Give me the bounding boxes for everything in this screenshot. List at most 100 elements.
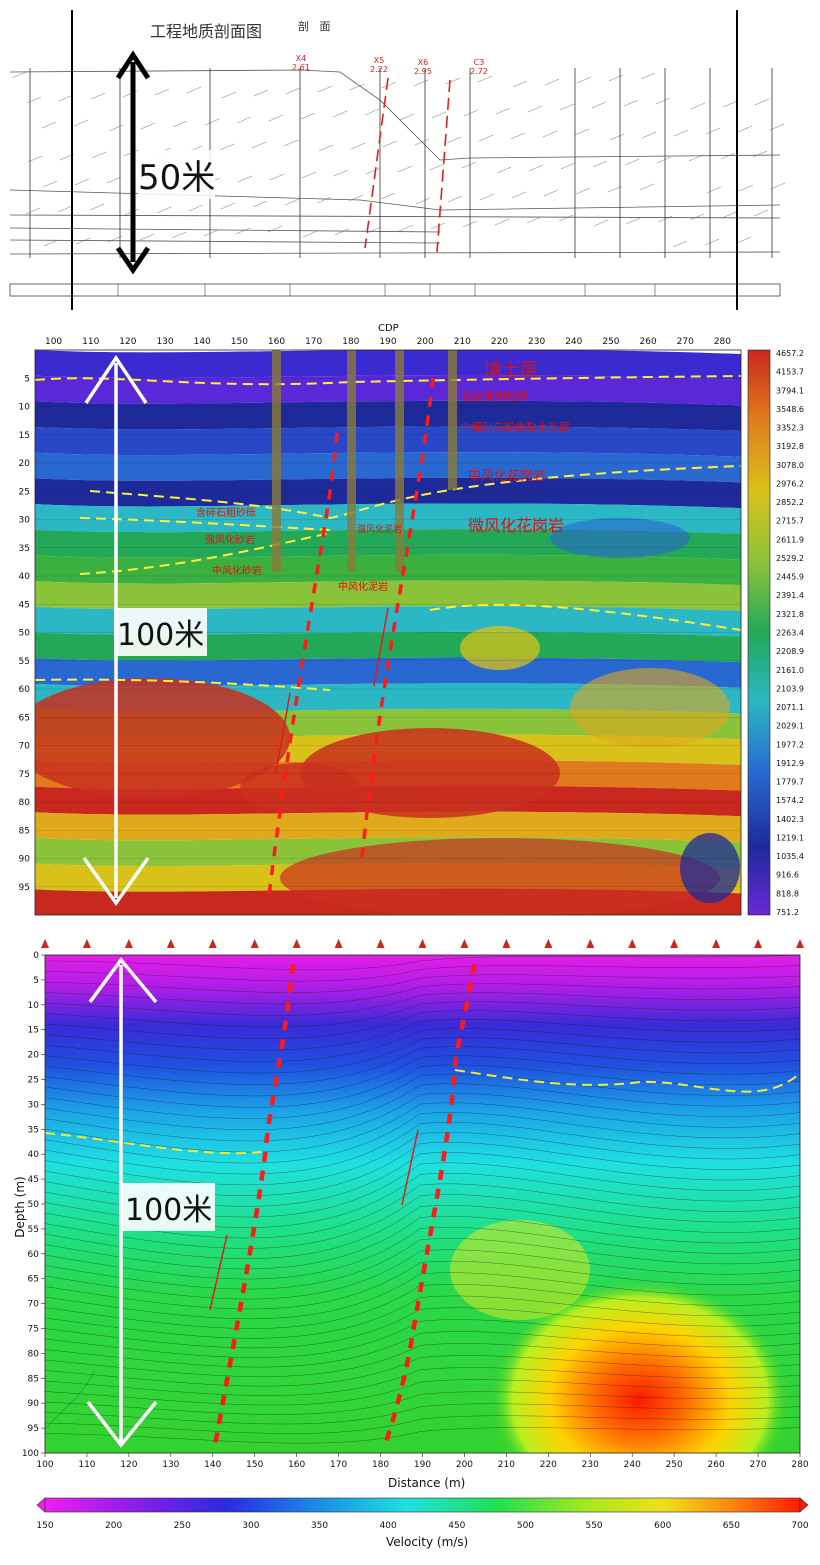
depth-y-tick: 75 (28, 1325, 39, 1335)
station-triangle (208, 939, 217, 948)
label-l8: 强风化泥岩 (357, 525, 403, 535)
cdp-x-tick: 130 (156, 337, 173, 347)
cdp-x-tick: 120 (119, 337, 136, 347)
fault-line-1 (212, 955, 297, 1446)
cdp-x-tick: 170 (305, 337, 322, 347)
cdp-colorbar-label: 2445.9 (776, 573, 804, 582)
station-triangle (796, 939, 804, 948)
cdp-colorbar-label: 3548.6 (776, 405, 804, 414)
depth-y-tick: 80 (28, 1349, 40, 1359)
velocity-colorbar-ticks: 150 200 250 300 350 400 450 500 550 600 650 700 (36, 1521, 808, 1531)
borehole-label-x5: X5 2.22 (370, 56, 388, 74)
depth-y-tick: 85 (28, 1374, 39, 1384)
scale-label-100m: 100米 (114, 608, 208, 656)
cdp-axis-title: CDP (378, 323, 399, 334)
cdp-y-tick: 45 (19, 600, 30, 610)
depth-y-tick: 45 (28, 1175, 39, 1185)
cdp-colorbar-label: 2611.9 (776, 535, 804, 544)
distance-x-tick: 210 (498, 1460, 515, 1470)
cdp-x-tick: 190 (379, 337, 396, 347)
velocity-colorbar-tick: 200 (105, 1521, 122, 1531)
label-l1: 含淤泥中粗砂 (462, 390, 528, 403)
velocity-colorbar-tick: 300 (242, 1521, 259, 1531)
label-l9: 中风化泥岩 (338, 582, 388, 593)
cdp-x-tick: 210 (454, 337, 471, 347)
cdp-colorbar-label: 2208.9 (776, 647, 804, 656)
label-l7: 中风化砂岩 (212, 566, 262, 577)
velocity-colorbar-tick: 400 (380, 1521, 397, 1531)
scale-label-100m: 100米 (122, 1183, 216, 1231)
fault-line-1 (266, 432, 339, 904)
cdp-colorbar-label: 1219.1 (776, 833, 804, 842)
cdp-colorbar-label: 916.6 (776, 871, 799, 880)
cdp-y-tick: 10 (19, 403, 31, 413)
cdp-x-tick: 160 (268, 337, 285, 347)
fault-line-2 (382, 955, 478, 1446)
cdp-colorbar-label: 4657.2 (776, 349, 804, 358)
distance-x-tick: 250 (666, 1460, 683, 1470)
cdp-x-tick: 230 (528, 337, 545, 347)
station-triangle (712, 939, 721, 948)
distance-x-tick: 170 (330, 1460, 347, 1470)
label-l5: 含碎石粗砂砾 (196, 508, 256, 519)
label-l2: 中细砂与粉质黏土互层 (460, 421, 570, 434)
borehole-label-c3: C3 2.72 (470, 58, 488, 76)
distance-x-tick: 240 (624, 1460, 641, 1470)
cdp-y-tick: 40 (19, 572, 31, 582)
depth-y-tick: 65 (28, 1275, 39, 1285)
distance-x-tick: 180 (372, 1460, 389, 1470)
cdp-colorbar-label: 3192.8 (776, 442, 804, 451)
depth-y-tick: 5 (33, 976, 39, 986)
cdp-x-tick: 200 (417, 337, 434, 347)
borehole-column-207 (448, 350, 457, 490)
velocity-colorbar-tick: 450 (448, 1521, 465, 1531)
cdp-colorbar-label: 1912.9 (776, 759, 804, 768)
depth-y-tick: 50 (28, 1200, 40, 1210)
distance-x-tick: 120 (120, 1460, 137, 1470)
scale-label-50m: 50米 (138, 150, 216, 199)
station-triangle (418, 939, 427, 948)
distance-x-tick: 100 (36, 1460, 53, 1470)
velocity-colorbar-tick: 500 (517, 1521, 534, 1531)
cdp-y-tick: 25 (19, 487, 30, 497)
distance-x-tick: 150 (246, 1460, 263, 1470)
station-triangle (250, 939, 259, 948)
station-triangle (502, 939, 511, 948)
cdp-y-tick: 35 (19, 544, 30, 554)
velocity-colorbar-tick: 550 (585, 1521, 602, 1531)
cdp-colorbar-label: 3352.3 (776, 424, 804, 433)
scale-arrow-50m (115, 50, 151, 275)
depth-y-tick: 35 (28, 1125, 39, 1135)
depth-y-tick: 25 (28, 1076, 39, 1086)
cdp-y-axis: 5 10 15 20 25 30 35 40 45 50 55 60 65 70 75 80 85 90 95 (19, 374, 31, 893)
depth-y-tick: 40 (28, 1150, 40, 1160)
cdp-y-tick: 80 (19, 798, 31, 808)
depth-y-tick: 0 (33, 951, 39, 961)
velocity-ylabel: Depth (m) (13, 1176, 27, 1238)
cdp-colorbar-label: 2529.2 (776, 554, 804, 563)
cdp-colorbar-ticks: 4657.2 4153.7 3794.1 3548.6 3352.3 3192.8 3078… (776, 349, 804, 917)
velocity-colorbar-tick: 250 (174, 1521, 191, 1531)
cdp-colorbar-label: 1035.4 (776, 852, 804, 861)
borehole-column-160 (272, 350, 281, 572)
cdp-colorbar-label: 2263.4 (776, 629, 804, 638)
station-triangle (586, 939, 595, 948)
geology-section-panel: 工程地质剖面图 剖 面 50米 X4 2.61 X5 2.22 X6 2.95 C3 2… (0, 0, 820, 310)
distance-x-tick: 110 (78, 1460, 95, 1470)
station-triangle (628, 939, 637, 948)
distance-x-tick: 270 (749, 1460, 766, 1470)
distance-x-tick: 140 (204, 1460, 221, 1470)
cdp-colorbar-label: 2321.8 (776, 610, 804, 619)
velocity-colorbar-tick: 650 (723, 1521, 740, 1531)
label-fill: 填土层 (484, 360, 538, 381)
cdp-y-tick: 70 (19, 742, 31, 752)
cdp-x-tick: 140 (194, 337, 211, 347)
depth-y-tick: 30 (28, 1100, 40, 1110)
cdp-colorbar-label: 3794.1 (776, 386, 804, 395)
cdp-colorbar-label: 4153.7 (776, 368, 804, 377)
geology-section-drawing (0, 0, 820, 310)
cdp-colorbar-label: 818.8 (776, 889, 799, 898)
cdp-colorbar-label: 2852.2 (776, 498, 804, 507)
distance-x-tick: 280 (791, 1460, 808, 1470)
depth-y-tick: 55 (28, 1225, 39, 1235)
